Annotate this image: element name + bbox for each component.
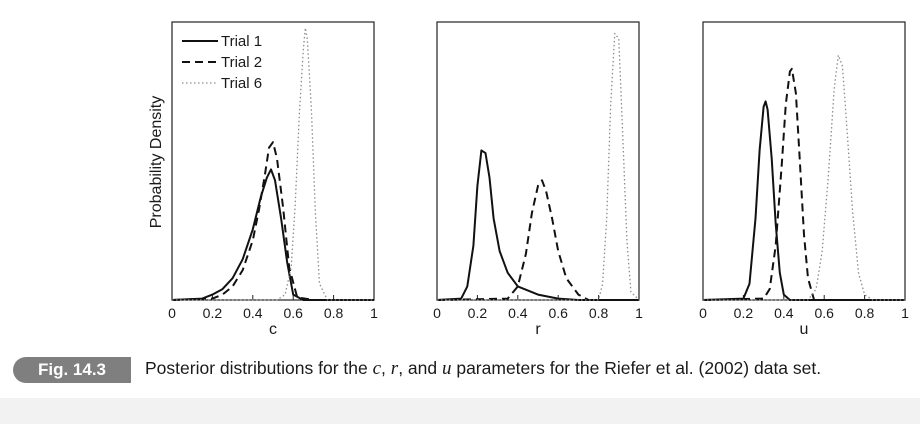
chart-panel-u: 0 0.2 0.4 0.6 0.8 1 u [699,21,909,338]
x-axis-label: c [269,321,277,338]
caption-part: Posterior distributions for the [145,358,373,378]
legend-label: Trial 2 [221,54,262,71]
caption-text: Posterior distributions for the c, r, an… [145,356,915,381]
x-tick-label: 0.6 [548,305,568,321]
series-line-trial-6 [172,27,374,301]
footer-band [0,398,920,424]
series-line-trial-1 [436,149,639,301]
chart-panel-c: 0 0.2 0.4 0.6 0.8 1 c [168,21,378,338]
x-tick-label: 0 [168,305,176,321]
x-tick-label: 1 [901,305,909,321]
series-line-trial-1 [702,100,905,301]
x-tick-label: 0.6 [814,305,834,321]
caption-part: parameters for the Riefer et al. (2002) … [451,358,822,378]
caption-sep: , and [398,358,442,378]
plot-frame [171,21,375,301]
caption-var-u: u [441,358,452,379]
x-tick-label: 0.8 [589,305,609,321]
x-axis-label: r [535,321,541,338]
x-tick-label: 0.4 [243,305,263,321]
x-tick-label: 0.8 [324,305,344,321]
legend: Trial 1 Trial 2 Trial 6 [182,33,262,92]
caption-var-c: c [372,358,382,379]
caption-var-r: r [390,358,399,379]
posterior-figure: 0 0.2 0.4 0.6 0.8 1 c 0 0.2 0.4 0.6 0.8 1 r 0 0.2 0.4 0.6… [148,21,909,338]
x-tick-label: 1 [370,305,378,321]
x-tick-label: 0.2 [734,305,754,321]
x-axis-label: u [800,321,809,338]
x-tick-label: 0 [699,305,707,321]
x-tick-label: 0.8 [855,305,875,321]
figure-caption: Fig. 14.3 Posterior distributions for th… [13,352,913,398]
chart-panels: 0 0.2 0.4 0.6 0.8 1 c 0 0.2 0.4 0.6 0.8 1 r 0 0.2 0.4 0.6… [168,21,909,338]
legend-label: Trial 6 [221,75,262,92]
series-line-trial-6 [437,32,640,301]
y-axis-label: Probability Density [148,96,165,229]
chart-panel-r: 0 0.2 0.4 0.6 0.8 1 r [433,21,643,338]
legend-label: Trial 1 [221,33,262,50]
series-line-trial-6 [703,54,905,301]
x-tick-label: 0.4 [774,305,794,321]
x-tick-label: 0.2 [203,305,223,321]
x-tick-label: 0.2 [468,305,488,321]
x-tick-label: 0.4 [508,305,528,321]
series-line-trial-2 [436,179,639,301]
caption-sep: , [381,358,391,378]
plot-frame [702,21,906,301]
x-tick-label: 0.6 [283,305,303,321]
x-tick-label: 1 [635,305,643,321]
series-line-trial-2 [702,67,905,301]
x-tick-label: 0 [433,305,441,321]
figure-label-badge: Fig. 14.3 [13,357,131,383]
series-line-trial-1 [171,168,374,301]
series-line-trial-2 [171,141,374,301]
